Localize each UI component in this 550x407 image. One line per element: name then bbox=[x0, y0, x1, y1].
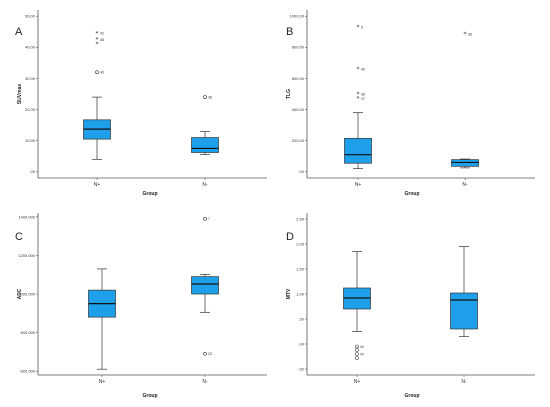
y-tick-label: 1.50 bbox=[296, 266, 305, 271]
y-tick-label: 20.00 bbox=[25, 107, 36, 112]
box-nminus: N- * 36 bbox=[451, 31, 479, 188]
outlier-label: 38 bbox=[100, 38, 104, 42]
outlier-point bbox=[203, 216, 207, 221]
outlier-label: 38 bbox=[361, 92, 365, 96]
outlier-label: 42 bbox=[100, 32, 104, 36]
extreme-outlier-point: * bbox=[464, 31, 467, 38]
extreme-outlier-point: * bbox=[96, 30, 99, 37]
y-tick-label: 800.000 bbox=[21, 330, 36, 335]
x-tick-label: N+ bbox=[99, 379, 106, 385]
box-nplus: N+* 5* 40* 38* 37 bbox=[344, 24, 372, 188]
outlier-point bbox=[95, 70, 99, 75]
y-tick-label: 1400.000 bbox=[18, 214, 35, 219]
y-tick-label: 50.00 bbox=[25, 14, 36, 19]
y-tick-label: 1.00 bbox=[296, 291, 305, 296]
y-axis-label: TLG bbox=[286, 89, 292, 99]
extreme-outlier-point: * bbox=[357, 66, 360, 73]
x-tick-label: N+ bbox=[94, 182, 101, 188]
outlier-point bbox=[355, 344, 359, 349]
outlier-label: 42 bbox=[360, 352, 364, 356]
extreme-outlier-point: * bbox=[357, 91, 360, 98]
y-tick-label: 10.00 bbox=[25, 138, 36, 143]
outlier-label: 37 bbox=[361, 97, 365, 101]
x-axis-label: Group bbox=[405, 393, 420, 399]
box-nminus: N- bbox=[450, 246, 478, 385]
outlier-label: 43 bbox=[100, 71, 104, 75]
extreme-outlier-point: * bbox=[96, 37, 99, 44]
extreme-outlier-point: * bbox=[357, 24, 360, 31]
y-axis-label: ADC bbox=[17, 288, 23, 299]
outlier-point bbox=[355, 356, 359, 360]
y-tick-label: 1200.000 bbox=[18, 253, 35, 258]
x-axis-label: Group bbox=[405, 191, 420, 197]
y-tick-label: .50 bbox=[298, 316, 304, 321]
outlier-point bbox=[203, 351, 207, 356]
x-tick-label: N- bbox=[202, 379, 208, 385]
x-tick-label: N- bbox=[462, 182, 468, 188]
outlier-point bbox=[355, 352, 359, 356]
panel-letter: D bbox=[286, 231, 294, 243]
iqr-box bbox=[344, 137, 372, 164]
panel-c: C 600.000 800.000 1000.000 1200.000 1400.000 A… bbox=[15, 213, 267, 399]
panel-b: B .00 200.00 400.00 600.00 800.00 1000.00 TLG Gr… bbox=[286, 10, 535, 197]
y-tick-label: 1000.00 bbox=[290, 14, 305, 19]
box-nminus: N- 36 bbox=[191, 95, 219, 188]
x-tick-label: N- bbox=[461, 379, 467, 385]
x-tick-label: N- bbox=[202, 182, 208, 188]
outlier-label: 40 bbox=[361, 67, 365, 71]
outlier-label: 36 bbox=[468, 32, 472, 36]
outlier-point bbox=[203, 95, 207, 99]
y-tick-label: 600.000 bbox=[21, 369, 36, 374]
outlier-label: 40 bbox=[360, 345, 364, 349]
outlier-label: 5 bbox=[361, 25, 363, 29]
extreme-outlier-point: * bbox=[96, 41, 99, 48]
x-tick-label: N+ bbox=[354, 379, 361, 385]
extreme-outlier-point: * bbox=[357, 96, 360, 103]
y-tick-label: 400.00 bbox=[292, 107, 305, 112]
y-tick-label: 200.00 bbox=[292, 138, 305, 143]
y-tick-label: -.50 bbox=[297, 366, 305, 371]
x-axis-label: Group bbox=[143, 393, 158, 399]
y-tick-label: 600.00 bbox=[292, 76, 305, 81]
outlier-point bbox=[355, 348, 359, 352]
panel-letter: A bbox=[15, 26, 23, 38]
panel-letter: B bbox=[286, 26, 293, 38]
outlier-label: 23 bbox=[208, 352, 212, 356]
outlier-label: 7 bbox=[208, 217, 210, 221]
y-tick-label: .00 bbox=[298, 169, 304, 174]
iqr-box bbox=[450, 292, 478, 330]
box-nplus: N+ 40 42 bbox=[343, 251, 371, 385]
panel-d: D -.50 .00 .50 1.00 1.50 2.00 2.50 MTV Group N+ 40 4… bbox=[286, 213, 535, 399]
y-tick-label: 2.00 bbox=[296, 241, 305, 246]
y-tick-label: .00 bbox=[298, 341, 304, 346]
panel-a: A .00 10.00 20.00 30.00 40.00 50.00 SUVmax Group… bbox=[15, 10, 267, 197]
box-nplus: N+ bbox=[88, 268, 116, 385]
x-tick-label: N+ bbox=[355, 182, 362, 188]
iqr-box bbox=[191, 137, 219, 153]
outlier-label: 36 bbox=[208, 95, 212, 99]
y-tick-label: 1000.000 bbox=[18, 291, 35, 296]
y-tick-label: 800.00 bbox=[292, 45, 305, 50]
panel-letter: C bbox=[15, 231, 23, 243]
box-nminus: N- 7 23 bbox=[191, 216, 219, 385]
y-tick-label: .00 bbox=[29, 169, 35, 174]
y-axis-label: SUVmax bbox=[17, 84, 23, 105]
iqr-box bbox=[191, 276, 219, 295]
y-tick-label: 40.00 bbox=[25, 45, 36, 50]
y-tick-label: 30.00 bbox=[25, 76, 36, 81]
y-tick-label: 2.50 bbox=[296, 216, 305, 221]
y-axis-label: MTV bbox=[286, 288, 292, 299]
x-axis-label: Group bbox=[143, 191, 158, 197]
box-nplus: N+* 42* 38*43 bbox=[83, 30, 111, 188]
